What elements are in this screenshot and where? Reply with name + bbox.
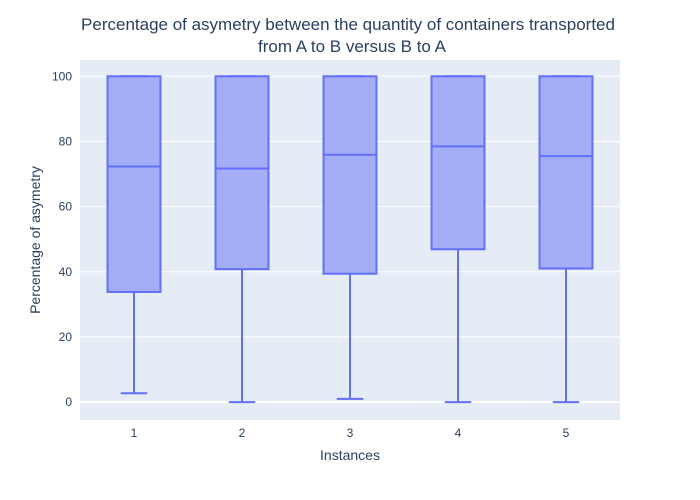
boxes-group (106, 75, 594, 404)
y-tick-label: 20 (59, 330, 73, 344)
y-tick-label: 0 (65, 395, 72, 409)
x-tick-label: 5 (563, 426, 570, 440)
chart-title-line-2: from A to B versus B to A (258, 37, 447, 56)
y-tick-label: 60 (59, 200, 73, 214)
iqr-box (214, 75, 270, 271)
y-tick-labels: 0 20 40 60 80 100 (52, 69, 72, 409)
iqr-box (430, 75, 486, 251)
x-tick-label: 3 (347, 426, 354, 440)
box-instance-1 (106, 75, 162, 395)
y-axis-title: Percentage of asymetry (27, 166, 43, 314)
y-tick-label: 100 (52, 69, 72, 83)
box-instance-5 (538, 75, 594, 404)
box-instance-4 (430, 75, 486, 404)
x-axis-title: Instances (320, 447, 380, 463)
x-tick-labels: 1 2 3 4 5 (131, 426, 570, 440)
box-instance-3 (322, 75, 378, 400)
iqr-box (322, 75, 378, 275)
x-tick-label: 2 (239, 426, 246, 440)
x-tick-label: 4 (455, 426, 462, 440)
y-tick-label: 40 (59, 265, 73, 279)
iqr-box (106, 75, 162, 293)
chart-title-line-1: Percentage of asymetry between the quant… (81, 15, 615, 34)
iqr-box (538, 75, 594, 270)
box-instance-2 (214, 75, 270, 404)
x-tick-label: 1 (131, 426, 138, 440)
y-tick-label: 80 (59, 134, 73, 148)
